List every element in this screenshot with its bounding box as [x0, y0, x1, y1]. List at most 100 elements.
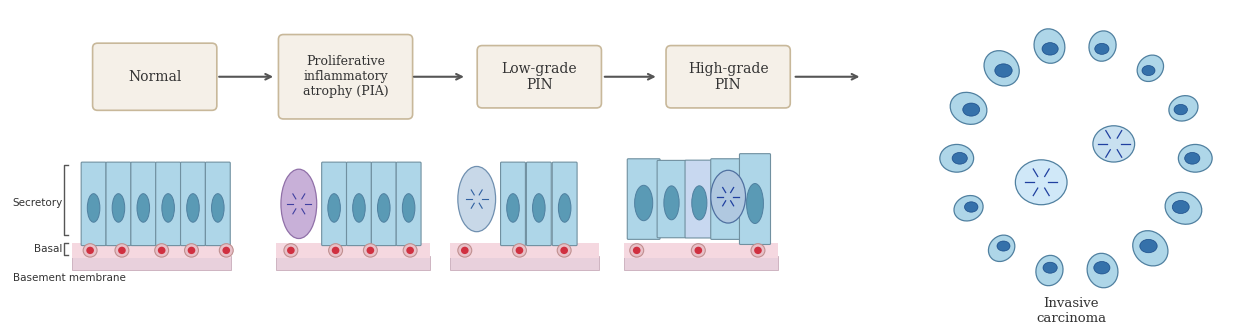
- Ellipse shape: [1089, 31, 1116, 61]
- Ellipse shape: [939, 144, 974, 172]
- FancyBboxPatch shape: [321, 162, 346, 245]
- Circle shape: [695, 247, 702, 254]
- Ellipse shape: [1184, 152, 1200, 164]
- Ellipse shape: [137, 194, 150, 222]
- Ellipse shape: [989, 235, 1015, 262]
- Circle shape: [329, 244, 342, 257]
- Circle shape: [363, 244, 377, 257]
- Ellipse shape: [963, 103, 980, 116]
- Ellipse shape: [352, 194, 365, 222]
- Ellipse shape: [747, 184, 764, 223]
- Circle shape: [560, 247, 569, 254]
- Text: Normal: Normal: [129, 70, 182, 84]
- Ellipse shape: [328, 194, 340, 222]
- FancyBboxPatch shape: [397, 162, 421, 245]
- Circle shape: [633, 247, 640, 254]
- Circle shape: [188, 247, 195, 254]
- Ellipse shape: [112, 194, 125, 222]
- Bar: [276, 243, 430, 258]
- Bar: [72, 243, 231, 258]
- Circle shape: [119, 247, 126, 254]
- Ellipse shape: [950, 92, 986, 124]
- Text: Basement membrane: Basement membrane: [12, 273, 126, 283]
- FancyBboxPatch shape: [131, 162, 156, 245]
- Circle shape: [407, 247, 414, 254]
- Bar: [624, 256, 777, 269]
- Circle shape: [513, 244, 527, 257]
- Ellipse shape: [964, 202, 978, 212]
- FancyBboxPatch shape: [527, 162, 551, 245]
- Ellipse shape: [1166, 192, 1201, 224]
- Ellipse shape: [88, 194, 100, 222]
- Circle shape: [691, 244, 706, 257]
- Circle shape: [184, 244, 199, 257]
- Ellipse shape: [1140, 239, 1157, 253]
- Ellipse shape: [559, 194, 571, 222]
- Bar: [624, 243, 777, 258]
- Ellipse shape: [711, 170, 745, 223]
- Circle shape: [284, 244, 298, 257]
- Circle shape: [754, 247, 761, 254]
- Ellipse shape: [1095, 43, 1109, 54]
- Ellipse shape: [954, 195, 983, 221]
- Text: Secretory: Secretory: [12, 198, 62, 208]
- Ellipse shape: [997, 241, 1010, 251]
- Ellipse shape: [1142, 65, 1154, 76]
- FancyBboxPatch shape: [106, 162, 131, 245]
- Ellipse shape: [457, 166, 496, 232]
- Circle shape: [367, 247, 375, 254]
- Ellipse shape: [692, 186, 707, 220]
- Circle shape: [751, 244, 765, 257]
- FancyBboxPatch shape: [711, 159, 744, 240]
- FancyBboxPatch shape: [658, 161, 686, 238]
- Ellipse shape: [1172, 200, 1189, 214]
- Ellipse shape: [533, 194, 545, 222]
- Circle shape: [219, 244, 234, 257]
- FancyBboxPatch shape: [552, 162, 577, 245]
- Circle shape: [158, 247, 166, 254]
- Ellipse shape: [1088, 253, 1117, 288]
- Circle shape: [403, 244, 417, 257]
- FancyBboxPatch shape: [156, 162, 180, 245]
- Ellipse shape: [1043, 262, 1057, 273]
- Ellipse shape: [1169, 96, 1198, 121]
- Ellipse shape: [1132, 231, 1168, 266]
- Text: Proliferative
inflammatory
atrophy (PIA): Proliferative inflammatory atrophy (PIA): [303, 55, 388, 98]
- Circle shape: [115, 244, 129, 257]
- Ellipse shape: [1093, 126, 1135, 162]
- Ellipse shape: [1178, 144, 1213, 172]
- Circle shape: [222, 247, 230, 254]
- FancyBboxPatch shape: [205, 162, 230, 245]
- Ellipse shape: [1036, 255, 1063, 286]
- FancyBboxPatch shape: [180, 162, 205, 245]
- Circle shape: [461, 247, 468, 254]
- Circle shape: [287, 247, 294, 254]
- Circle shape: [515, 247, 523, 254]
- Ellipse shape: [377, 194, 391, 222]
- Circle shape: [83, 244, 98, 257]
- Ellipse shape: [664, 186, 679, 220]
- FancyBboxPatch shape: [627, 159, 660, 240]
- FancyBboxPatch shape: [278, 35, 413, 119]
- Circle shape: [87, 247, 94, 254]
- FancyBboxPatch shape: [346, 162, 371, 245]
- Ellipse shape: [984, 51, 1020, 86]
- Ellipse shape: [634, 185, 653, 221]
- Text: Invasive
carcinoma: Invasive carcinoma: [1036, 297, 1106, 325]
- Ellipse shape: [162, 194, 174, 222]
- FancyBboxPatch shape: [685, 160, 713, 238]
- FancyBboxPatch shape: [477, 46, 602, 108]
- Circle shape: [557, 244, 571, 257]
- FancyBboxPatch shape: [93, 43, 216, 110]
- Ellipse shape: [1137, 55, 1163, 82]
- Ellipse shape: [718, 185, 737, 221]
- FancyBboxPatch shape: [501, 162, 525, 245]
- Circle shape: [331, 247, 340, 254]
- Circle shape: [630, 244, 644, 257]
- Ellipse shape: [1015, 160, 1067, 205]
- Bar: [276, 256, 430, 269]
- Ellipse shape: [187, 194, 199, 222]
- Ellipse shape: [1042, 43, 1058, 55]
- Circle shape: [154, 244, 168, 257]
- FancyBboxPatch shape: [371, 162, 397, 245]
